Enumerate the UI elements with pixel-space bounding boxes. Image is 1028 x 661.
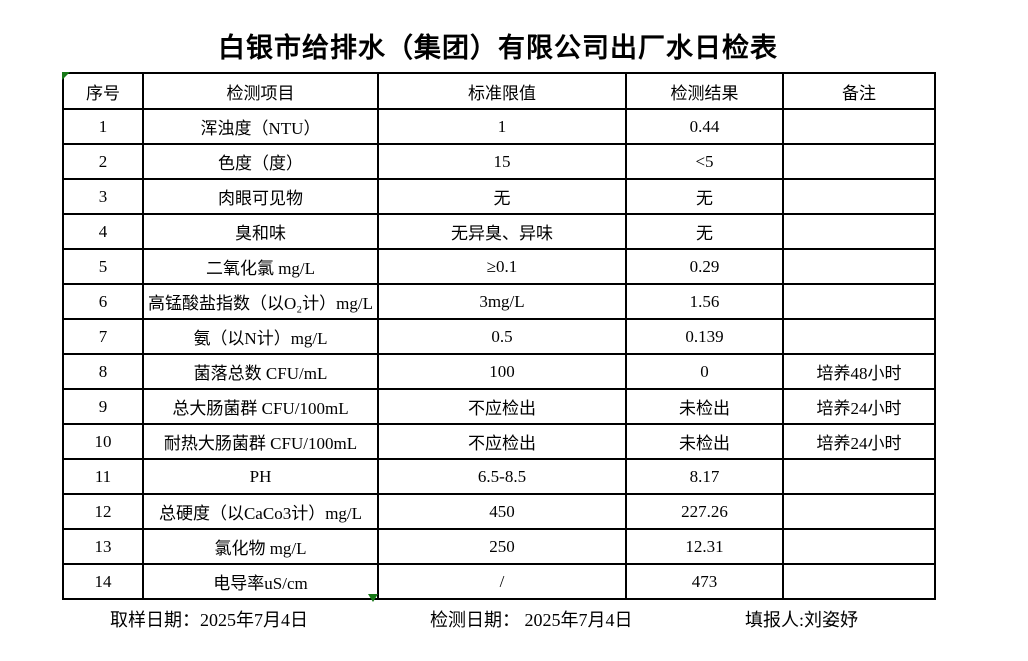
- header-test-result: 检测结果: [625, 72, 784, 110]
- table-cell: 耐热大肠菌群 CFU/100mL: [142, 423, 379, 460]
- table-cell: 1: [62, 108, 144, 145]
- table-cell: 培养24小时: [782, 388, 936, 425]
- table-cell: 0.139: [625, 318, 784, 355]
- table-cell: 浑浊度（NTU）: [142, 108, 379, 145]
- table-cell: 总硬度（以CaCo3计）mg/L: [142, 493, 379, 530]
- sampling-date: 取样日期：2025年7月4日: [110, 610, 308, 630]
- header-test-item: 检测项目: [142, 72, 379, 110]
- table-cell: 氨（以N计）mg/L: [142, 318, 379, 355]
- table-cell: 未检出: [625, 388, 784, 425]
- table-cell: 12.31: [625, 528, 784, 565]
- table-cell: [782, 528, 936, 565]
- table-cell: [782, 493, 936, 530]
- page-title: 白银市给排水（集团）有限公司出厂水日检表: [218, 33, 778, 63]
- table-cell: 总大肠菌群 CFU/100mL: [142, 388, 379, 425]
- table-cell: 0.5: [377, 318, 627, 355]
- table-cell: 培养48小时: [782, 353, 936, 390]
- table-cell: 未检出: [625, 423, 784, 460]
- table-row: 8 菌落总数 CFU/mL 100 0 培养48小时: [62, 353, 936, 390]
- green-triangle-icon: [368, 594, 378, 602]
- table-header-row: 序号 检测项目 标准限值 检测结果 备注: [62, 72, 936, 110]
- table-row: 9 总大肠菌群 CFU/100mL 不应检出 未检出 培养24小时: [62, 388, 936, 425]
- table-cell: 无: [377, 178, 627, 215]
- header-standard-limit: 标准限值: [377, 72, 627, 110]
- table-cell: 氯化物 mg/L: [142, 528, 379, 565]
- table-cell: 无异臭、异味: [377, 213, 627, 250]
- table-cell: 0: [625, 353, 784, 390]
- table-cell: 肉眼可见物: [142, 178, 379, 215]
- table-cell: 5: [62, 248, 144, 285]
- table-cell: 色度（度）: [142, 143, 379, 180]
- table-row: 11 PH 6.5-8.5 8.17: [62, 458, 936, 495]
- table-row: 4 臭和味 无异臭、异味无: [62, 213, 936, 250]
- table-cell: 3mg/L: [377, 283, 627, 320]
- table-row: 6 高锰酸盐指数（以O₂计）mg/L 3mg/L 1.56: [62, 283, 936, 320]
- table-cell: 10: [62, 423, 144, 460]
- table-cell: 菌落总数 CFU/mL: [142, 353, 379, 390]
- green-triangle-icon: [62, 72, 70, 80]
- table-row: 5 二氧化氯 mg/L ≥0.1 0.29: [62, 248, 936, 285]
- table-row: 2 色度（度） 15 <5: [62, 143, 936, 180]
- table-cell: 二氧化氯 mg/L: [142, 248, 379, 285]
- table-cell: 培养24小时: [782, 423, 936, 460]
- table-cell: 227.26: [625, 493, 784, 530]
- table-cell: 臭和味: [142, 213, 379, 250]
- table-cell: 2: [62, 143, 144, 180]
- table-cell: [782, 178, 936, 215]
- table-cell: [782, 143, 936, 180]
- table-cell: [782, 458, 936, 495]
- table-cell: [782, 108, 936, 145]
- table-cell: 1: [377, 108, 627, 145]
- table-cell: 13: [62, 528, 144, 565]
- reporter-name: 填报人:刘姿妤: [745, 610, 859, 630]
- table-cell: 高锰酸盐指数（以O₂计）mg/L: [142, 283, 379, 320]
- table-cell: 450: [377, 493, 627, 530]
- table-cell: [782, 318, 936, 355]
- table-cell: 不应检出: [377, 423, 627, 460]
- table-cell: 无: [625, 213, 784, 250]
- table-cell: 4: [62, 213, 144, 250]
- table-cell: PH: [142, 458, 379, 495]
- table-cell: ≥0.1: [377, 248, 627, 285]
- table-cell: 11: [62, 458, 144, 495]
- testing-date: 检测日期： 2025年7月4日: [430, 610, 633, 630]
- table-row: 1 浑浊度（NTU） 1 0.44: [62, 108, 936, 145]
- table-cell: 不应检出: [377, 388, 627, 425]
- table-cell: 8.17: [625, 458, 784, 495]
- table-cell: 无: [625, 178, 784, 215]
- table-row: 10 耐热大肠菌群 CFU/100mL 不应检出 未检出 培养24小时: [62, 423, 936, 460]
- header-serial-number: 序号: [62, 72, 144, 110]
- table-cell: 8: [62, 353, 144, 390]
- table-cell: <5: [625, 143, 784, 180]
- table-cell: [782, 563, 936, 600]
- table-body: 1 浑浊度（NTU） 1 0.44 2 色度（度） 15 <5 3 肉眼可见物无无 4 臭和味 无异臭、…: [62, 108, 936, 600]
- table-row: 3 肉眼可见物无无: [62, 178, 936, 215]
- table-cell: 250: [377, 528, 627, 565]
- table-cell: 14: [62, 563, 144, 600]
- table-row: 14 电导率uS/cm/473: [62, 563, 936, 600]
- header-remarks: 备注: [782, 72, 936, 110]
- table-cell: 9: [62, 388, 144, 425]
- table-cell: 6.5-8.5: [377, 458, 627, 495]
- table-cell: /: [377, 563, 627, 600]
- inspection-table: 序号 检测项目 标准限值 检测结果 备注 1 浑浊度（NTU） 1 0.44 2 色度（度…: [62, 72, 936, 600]
- table-cell: 473: [625, 563, 784, 600]
- table-cell: 15: [377, 143, 627, 180]
- table-row: 12 总硬度（以CaCo3计）mg/L 450 227.26: [62, 493, 936, 530]
- table-cell: 0.44: [625, 108, 784, 145]
- table-cell: [782, 213, 936, 250]
- table-cell: 7: [62, 318, 144, 355]
- table-cell: 100: [377, 353, 627, 390]
- table-cell: 1.56: [625, 283, 784, 320]
- table-cell: 3: [62, 178, 144, 215]
- table-cell: [782, 248, 936, 285]
- table-cell: 6: [62, 283, 144, 320]
- table-cell: 12: [62, 493, 144, 530]
- table-row: 13 氯化物 mg/L 250 12.31: [62, 528, 936, 565]
- table-cell: 0.29: [625, 248, 784, 285]
- table-row: 7 氨（以N计）mg/L 0.5 0.139: [62, 318, 936, 355]
- table-cell: 电导率uS/cm: [142, 563, 379, 600]
- table-cell: [782, 283, 936, 320]
